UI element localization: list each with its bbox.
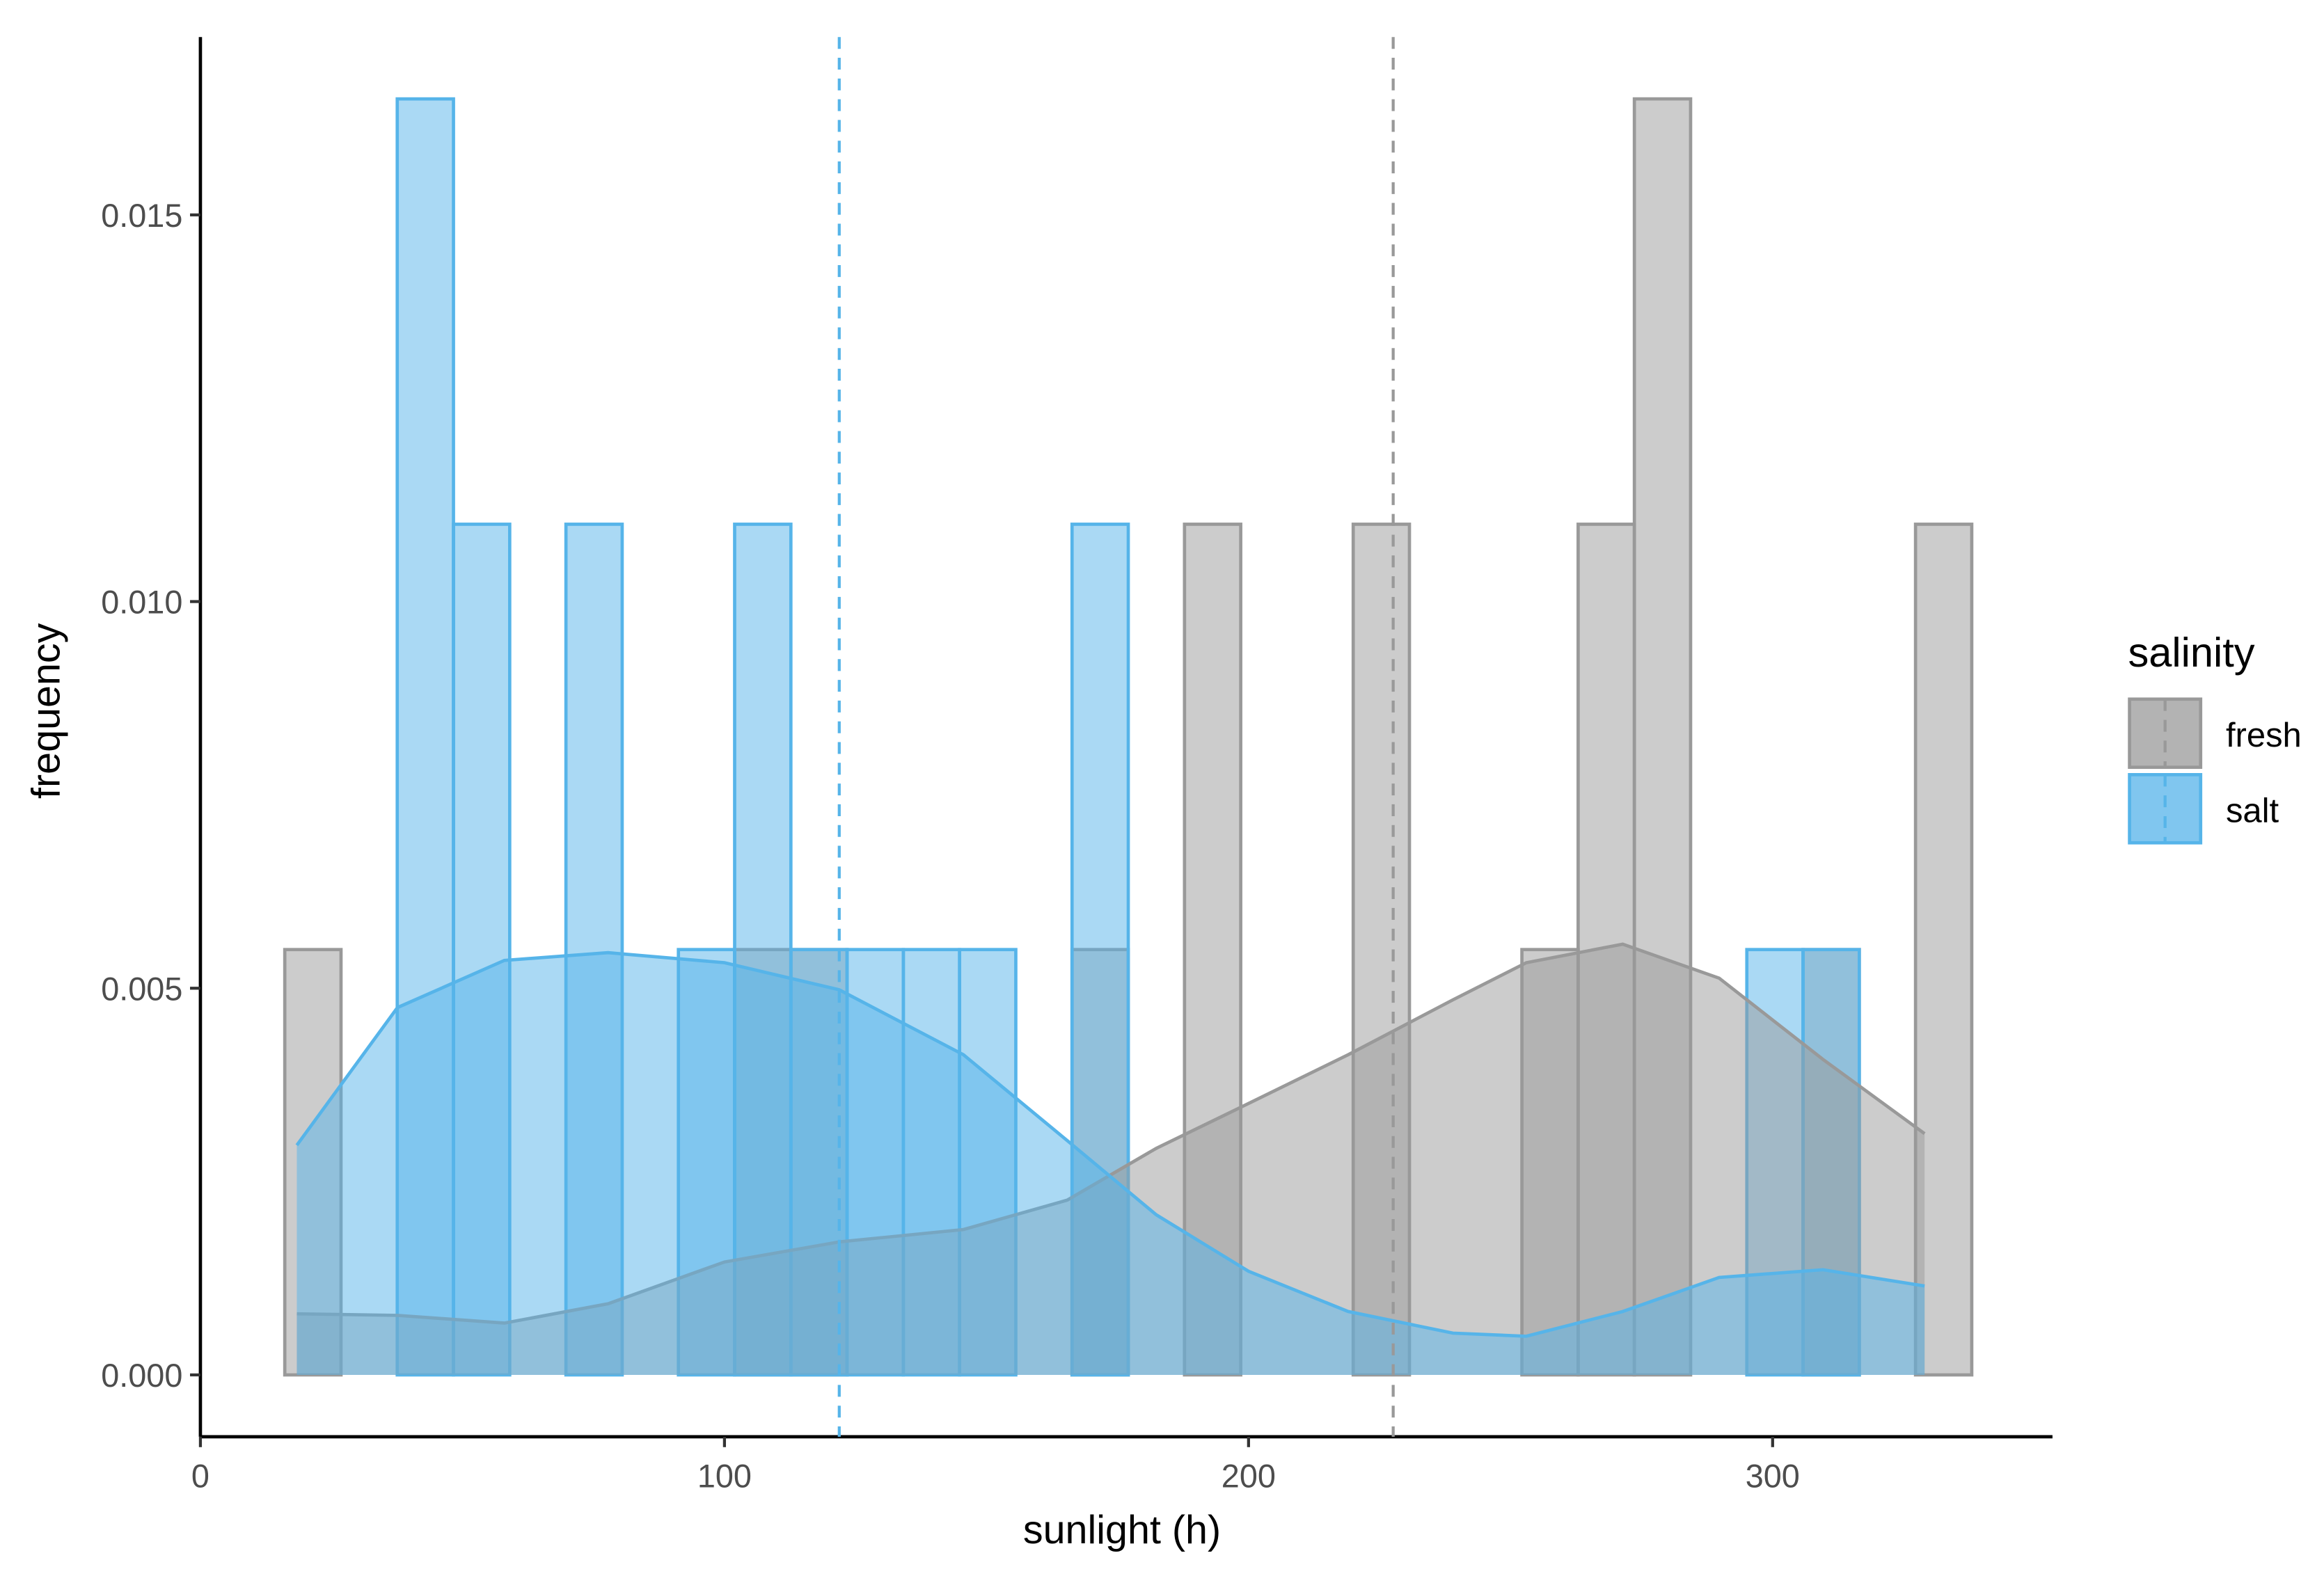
legend-label: fresh: [2226, 717, 2302, 754]
x-tick-label: 300: [1746, 1458, 1800, 1494]
y-tick-label: 0.015: [101, 198, 182, 234]
x-tick-label: 200: [1222, 1458, 1276, 1494]
density-area: [297, 944, 1925, 1375]
y-tick-label: 0.005: [101, 971, 182, 1007]
y-tick-label: 0.010: [101, 584, 182, 621]
y-axis-title: frequency: [24, 623, 69, 799]
legend-label: salt: [2226, 792, 2279, 829]
legend-title: salinity: [2128, 629, 2254, 676]
x-tick-label: 0: [191, 1458, 210, 1494]
y-tick-label: 0.000: [101, 1358, 182, 1394]
x-tick-label: 100: [697, 1458, 752, 1494]
density-line: [295, 950, 1925, 1338]
x-axis-title: sunlight (h): [1023, 1508, 1221, 1552]
histogram-bar: [1913, 523, 1974, 1377]
density-area: [297, 953, 1925, 1375]
